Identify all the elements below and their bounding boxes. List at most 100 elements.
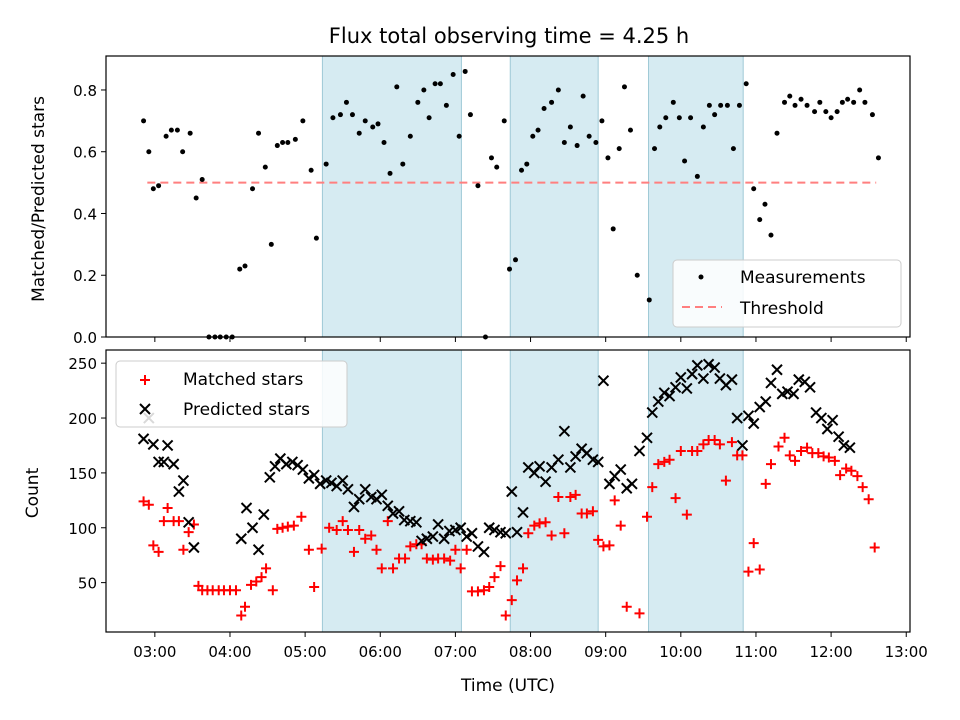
measurement-point bbox=[616, 146, 622, 152]
predicted-star-point bbox=[308, 469, 320, 481]
measurement-point bbox=[574, 143, 580, 149]
predicted-star-point bbox=[410, 516, 423, 528]
measurement-point bbox=[356, 130, 362, 136]
predicted-star-point bbox=[652, 395, 664, 408]
measurement-point bbox=[682, 158, 688, 164]
matched-star-point bbox=[153, 546, 164, 557]
measurement-point bbox=[621, 84, 627, 90]
matched-star-point bbox=[779, 432, 790, 443]
measurement-point bbox=[174, 127, 180, 133]
predicted-star-point bbox=[552, 454, 565, 466]
measurement-point bbox=[292, 136, 298, 142]
measurement-point bbox=[349, 112, 355, 118]
matched-star-point bbox=[790, 455, 801, 466]
matched-star-point bbox=[634, 608, 645, 619]
measurement-point bbox=[467, 112, 473, 118]
matched-star-point bbox=[277, 522, 288, 533]
matched-star-point bbox=[675, 445, 686, 456]
predicted-star-point bbox=[615, 463, 627, 476]
predicted-star-point bbox=[736, 439, 749, 452]
y-tick-label: 0.0 bbox=[73, 329, 97, 347]
matched-star-point bbox=[653, 459, 664, 470]
matched-star-point bbox=[846, 465, 857, 476]
predicted-star-point bbox=[832, 430, 845, 443]
measurement-point bbox=[743, 81, 749, 87]
measurement-point bbox=[862, 99, 868, 105]
measurement-point bbox=[751, 186, 757, 192]
legend-box bbox=[672, 259, 902, 328]
matched-star-point bbox=[841, 463, 852, 474]
predicted-star-point bbox=[336, 474, 349, 487]
shaded-interval bbox=[509, 349, 599, 633]
predicted-star-point bbox=[188, 541, 200, 554]
measurement-point bbox=[337, 112, 343, 118]
predicted-star-point bbox=[421, 533, 433, 545]
predicted-star-point bbox=[376, 489, 388, 501]
predicted-star-point bbox=[297, 463, 309, 476]
measurement-point bbox=[670, 99, 676, 105]
predicted-star-point bbox=[681, 382, 693, 395]
matched-star-point bbox=[489, 572, 500, 583]
matched-star-point bbox=[852, 471, 863, 482]
matched-star-point bbox=[324, 522, 335, 533]
predicted-star-point bbox=[765, 377, 777, 389]
measurement-point bbox=[187, 130, 193, 136]
predicted-star-point bbox=[708, 361, 721, 374]
measurement-point bbox=[718, 102, 724, 108]
measurement-point bbox=[394, 84, 400, 90]
predicted-star-point bbox=[760, 395, 772, 408]
matched-star-point bbox=[570, 489, 581, 500]
measurement-point bbox=[817, 99, 823, 105]
matched-star-point bbox=[559, 528, 570, 539]
predicted-star-point bbox=[152, 456, 165, 468]
measurement-point bbox=[141, 118, 147, 124]
top-legend: Measurements Threshold bbox=[672, 259, 902, 328]
measurement-point bbox=[555, 87, 561, 93]
measurement-point bbox=[605, 155, 611, 161]
matched-star-point bbox=[647, 482, 658, 493]
measurement-point bbox=[375, 121, 381, 127]
measurement-point bbox=[199, 177, 205, 183]
bottom-y-axis-label: Count bbox=[23, 467, 43, 518]
measurement-point bbox=[828, 115, 834, 121]
legend-measurements-label: Measurements bbox=[740, 268, 866, 288]
predicted-star-point bbox=[804, 381, 816, 394]
predicted-star-point bbox=[264, 471, 276, 483]
matched-star-point bbox=[553, 492, 564, 503]
matched-star-point bbox=[565, 492, 576, 503]
predicted-star-point bbox=[633, 445, 646, 457]
matched-star-point bbox=[500, 610, 511, 621]
matched-star-point bbox=[523, 528, 534, 539]
predicted-star-point bbox=[742, 410, 755, 422]
predicted-star-point bbox=[280, 458, 293, 470]
measurement-point bbox=[262, 164, 268, 170]
matched-star-point bbox=[765, 459, 776, 470]
matched-star-point bbox=[178, 544, 189, 555]
measurement-point bbox=[168, 127, 174, 133]
measurement-point bbox=[627, 127, 633, 133]
matched-star-point bbox=[512, 575, 523, 586]
matched-star-point bbox=[366, 530, 377, 541]
measurement-point bbox=[501, 118, 507, 124]
matched-star-point bbox=[681, 509, 692, 520]
measurement-point bbox=[804, 102, 810, 108]
matched-star-point bbox=[835, 470, 846, 481]
x-tick-label: 07:00 bbox=[434, 643, 477, 661]
matched-star-point bbox=[754, 564, 765, 575]
measurement-point bbox=[308, 167, 314, 173]
matched-star-point bbox=[439, 553, 450, 564]
matched-star-point bbox=[158, 516, 169, 527]
axes-frame bbox=[105, 349, 911, 633]
legend-matched-label: Matched stars bbox=[183, 370, 303, 390]
predicted-star-point bbox=[592, 456, 604, 468]
bottom-legend: Matched stars Predicted stars bbox=[115, 360, 348, 428]
matched-star-point bbox=[709, 434, 720, 445]
measurement-point bbox=[387, 170, 393, 176]
matched-star-point bbox=[388, 563, 399, 574]
matched-star-point bbox=[609, 495, 620, 506]
measurement-point bbox=[812, 109, 818, 115]
matched-star-point bbox=[495, 561, 506, 572]
measurement-point bbox=[432, 81, 438, 87]
matched-star-point bbox=[546, 530, 557, 541]
